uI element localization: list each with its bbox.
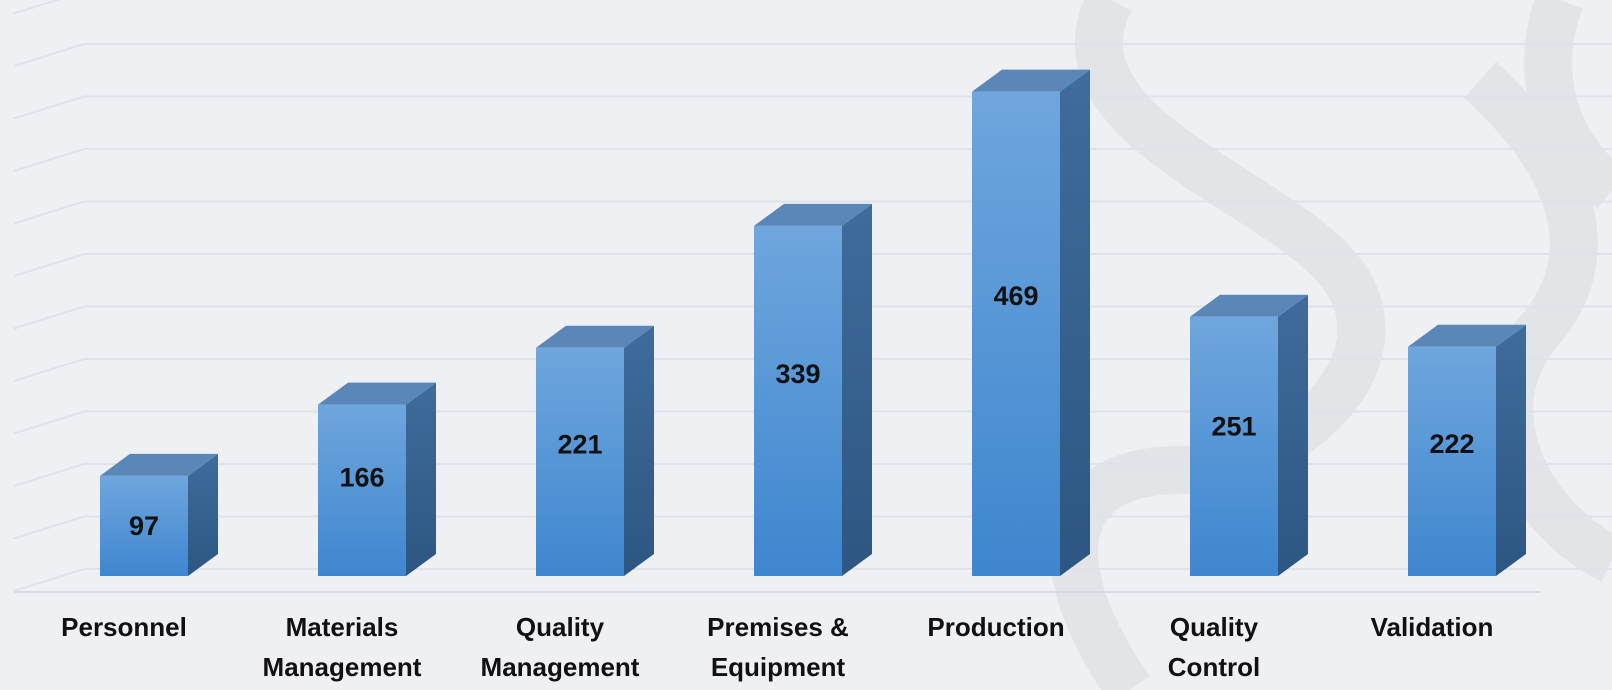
- bar-top: [100, 453, 218, 476]
- gridline: [13, 43, 1612, 67]
- bar-top: [1408, 324, 1526, 347]
- bars: 97 166 221 339 469 251 222: [100, 69, 1526, 576]
- data-label: 339: [775, 359, 820, 389]
- bar-top: [972, 69, 1090, 92]
- bar-top: [754, 203, 872, 226]
- bar-side: [1496, 324, 1526, 576]
- bar-top: [536, 325, 654, 348]
- data-label: 166: [339, 463, 384, 493]
- bar: 339: [754, 203, 872, 576]
- gridline: [13, 200, 1612, 225]
- category-label: Validation: [1371, 612, 1494, 642]
- bar: 97: [100, 453, 218, 576]
- category-labels: Personnel Materials Management Quality Manag…: [61, 612, 1493, 682]
- bar-side: [624, 325, 654, 576]
- data-label: 222: [1429, 429, 1474, 459]
- bar: 166: [318, 382, 436, 576]
- bar-front: [318, 404, 406, 576]
- category-label: Production: [927, 612, 1064, 642]
- category-label: Materials Management: [263, 612, 422, 682]
- bar-side: [1060, 69, 1090, 576]
- category-label: Personnel: [61, 612, 187, 642]
- bar-front: [1190, 316, 1278, 576]
- bar: 221: [536, 325, 654, 576]
- bar-top: [318, 382, 436, 405]
- bar-front: [536, 347, 624, 576]
- bar-side: [188, 453, 218, 576]
- gridline: [13, 0, 61, 15]
- data-label: 221: [557, 430, 602, 460]
- bar: 251: [1190, 294, 1308, 576]
- data-label: 97: [129, 511, 159, 541]
- category-label: Premises & Equipment: [707, 612, 849, 682]
- bar-front: [1408, 346, 1496, 576]
- bar-side: [1278, 294, 1308, 576]
- background-watermark: [1050, 0, 1612, 690]
- category-label: Quality Management: [481, 612, 640, 682]
- bar-front: [754, 225, 842, 576]
- bar-front: [972, 91, 1060, 576]
- bar-side: [842, 203, 872, 576]
- bar-side: [406, 382, 436, 576]
- bar: 222: [1408, 324, 1526, 576]
- data-label: 251: [1211, 412, 1256, 442]
- bar-top: [1190, 294, 1308, 317]
- gridline: [13, 95, 1612, 120]
- data-label: 469: [993, 281, 1038, 311]
- category-label: Quality Control: [1168, 612, 1260, 682]
- bar: 469: [972, 69, 1090, 576]
- bar-front: [100, 475, 188, 576]
- gridline: [13, 148, 1612, 172]
